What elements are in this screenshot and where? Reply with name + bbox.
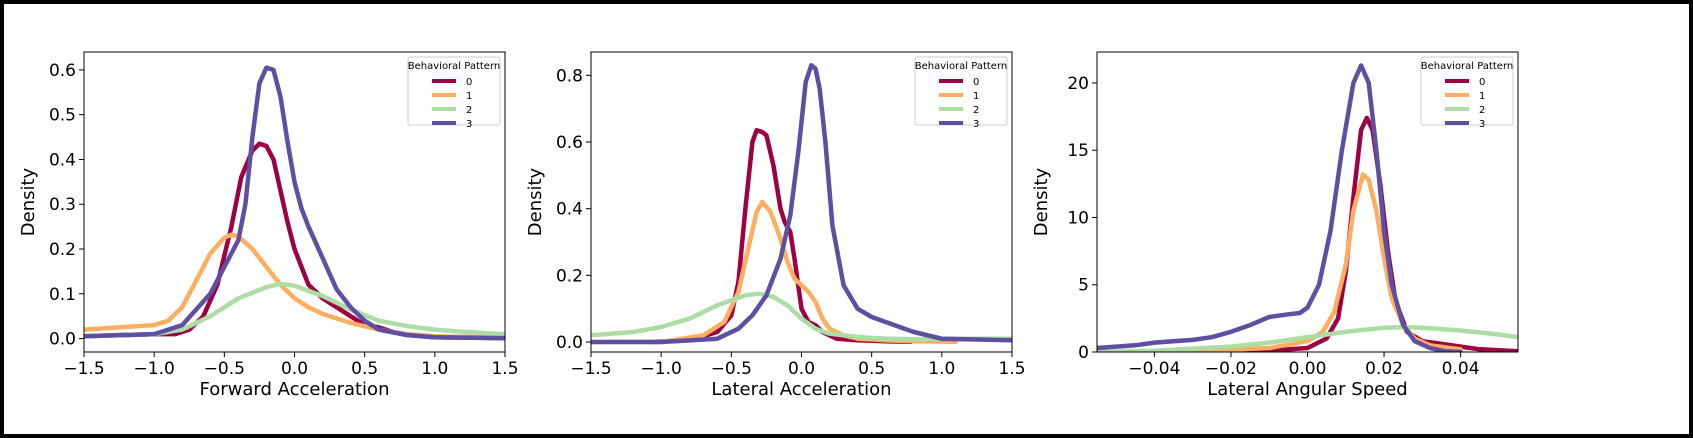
figure-canvas: −1.5 −1.0 −0.5 0.0 0.5 1.0 1.5 0.0 0.1 0.2 0.3 0.4 0… xyxy=(18,51,1519,400)
y-tick-label: 0.6 xyxy=(556,133,583,153)
x-tick-label: 1.0 xyxy=(421,359,448,379)
chart-panel-1: −1.5 −1.0 −0.5 0.0 0.5 1.0 1.5 0.0 0.1 0.2 0.3 0.4 0… xyxy=(18,51,519,400)
series-line-3 xyxy=(1097,63,1463,352)
legend-title: Behavioral Pattern xyxy=(1421,61,1513,72)
y-tick-label: 0.2 xyxy=(49,240,76,260)
x-tick-label: −0.5 xyxy=(204,359,245,379)
y-tick-label: 0.2 xyxy=(556,266,583,286)
x-tick-label: 1.5 xyxy=(998,359,1025,379)
legend-title: Behavioral Pattern xyxy=(915,61,1007,72)
x-tick-label: 1.5 xyxy=(491,359,518,379)
series-line-2 xyxy=(591,291,1012,342)
x-axis-label: Lateral Acceleration xyxy=(711,379,891,400)
y-tick-label: 0.6 xyxy=(49,61,76,81)
y-tick-label: 0.4 xyxy=(49,150,76,170)
y-tick-label: 0.3 xyxy=(49,195,76,215)
y-axis-label: Density xyxy=(525,167,546,236)
x-tick-label: 0.02 xyxy=(1365,359,1403,379)
x-tick-label: −0.5 xyxy=(711,359,752,379)
legend-label-2: 2 xyxy=(1479,105,1485,116)
legend: Behavioral Pattern 0 1 2 3 xyxy=(914,56,1008,130)
legend-title: Behavioral Pattern xyxy=(408,61,500,72)
y-tick-label: 0 xyxy=(1078,343,1089,363)
legend-label-2: 2 xyxy=(973,105,979,116)
legend: Behavioral Pattern 0 1 2 3 xyxy=(1420,56,1514,130)
y-tick-label: 10 xyxy=(1067,208,1089,228)
y-tick-label: 15 xyxy=(1067,141,1089,161)
y-tick-label: 20 xyxy=(1067,74,1089,94)
legend-label-3: 3 xyxy=(466,119,472,130)
series-group xyxy=(1097,63,1518,352)
x-tick-label: 0.00 xyxy=(1289,359,1327,379)
x-tick-label: 1.0 xyxy=(928,359,955,379)
y-tick-label: 0.1 xyxy=(49,285,76,305)
series-line-2 xyxy=(84,281,505,339)
legend-label-3: 3 xyxy=(973,119,979,130)
y-axis-label: Density xyxy=(1031,167,1052,236)
legend: Behavioral Pattern 0 1 2 3 xyxy=(407,56,501,130)
series-line-1 xyxy=(84,232,505,340)
x-tick-label: −1.0 xyxy=(134,359,175,379)
legend-label-0: 0 xyxy=(973,77,979,88)
x-axis-label: Forward Acceleration xyxy=(200,379,390,400)
y-tick-label: 0.4 xyxy=(556,200,583,220)
x-tick-label: −1.5 xyxy=(63,359,104,379)
y-tick-label: 0.8 xyxy=(556,66,583,86)
legend-label-2: 2 xyxy=(466,105,472,116)
x-tick-label: 0.0 xyxy=(788,359,815,379)
series-line-3 xyxy=(84,65,505,341)
x-tick-label: 0.04 xyxy=(1442,359,1480,379)
legend-label-1: 1 xyxy=(973,91,979,102)
x-axis-label: Lateral Angular Speed xyxy=(1207,379,1407,400)
series-line-0 xyxy=(1097,115,1518,352)
legend-label-0: 0 xyxy=(466,77,472,88)
y-axis-label: Density xyxy=(18,167,39,236)
legend-label-1: 1 xyxy=(1479,91,1485,102)
x-tick-label: −0.04 xyxy=(1128,359,1180,379)
y-tick-label: 5 xyxy=(1078,276,1089,296)
series-line-3 xyxy=(591,63,1012,345)
x-tick-label: −1.5 xyxy=(570,359,611,379)
series-line-0 xyxy=(651,128,914,345)
x-tick-label: −1.0 xyxy=(641,359,682,379)
x-tick-label: 0.5 xyxy=(858,359,885,379)
y-tick-label: 0.0 xyxy=(49,330,76,350)
chart-panel-2: −1.5 −1.0 −0.5 0.0 0.5 1.0 1.5 0.0 0.2 0.4 0.6 0.8 L… xyxy=(525,51,1026,400)
y-tick-label: 0.5 xyxy=(49,106,76,126)
legend-label-0: 0 xyxy=(1479,77,1485,88)
series-group xyxy=(84,65,505,341)
legend-label-3: 3 xyxy=(1479,119,1485,130)
series-group xyxy=(591,63,1012,345)
x-tick-label: 0.5 xyxy=(351,359,378,379)
legend-label-1: 1 xyxy=(466,91,472,102)
x-tick-label: −0.02 xyxy=(1205,359,1257,379)
series-line-2 xyxy=(1097,324,1518,352)
x-tick-label: 0.0 xyxy=(281,359,308,379)
y-tick-label: 0.0 xyxy=(556,333,583,353)
